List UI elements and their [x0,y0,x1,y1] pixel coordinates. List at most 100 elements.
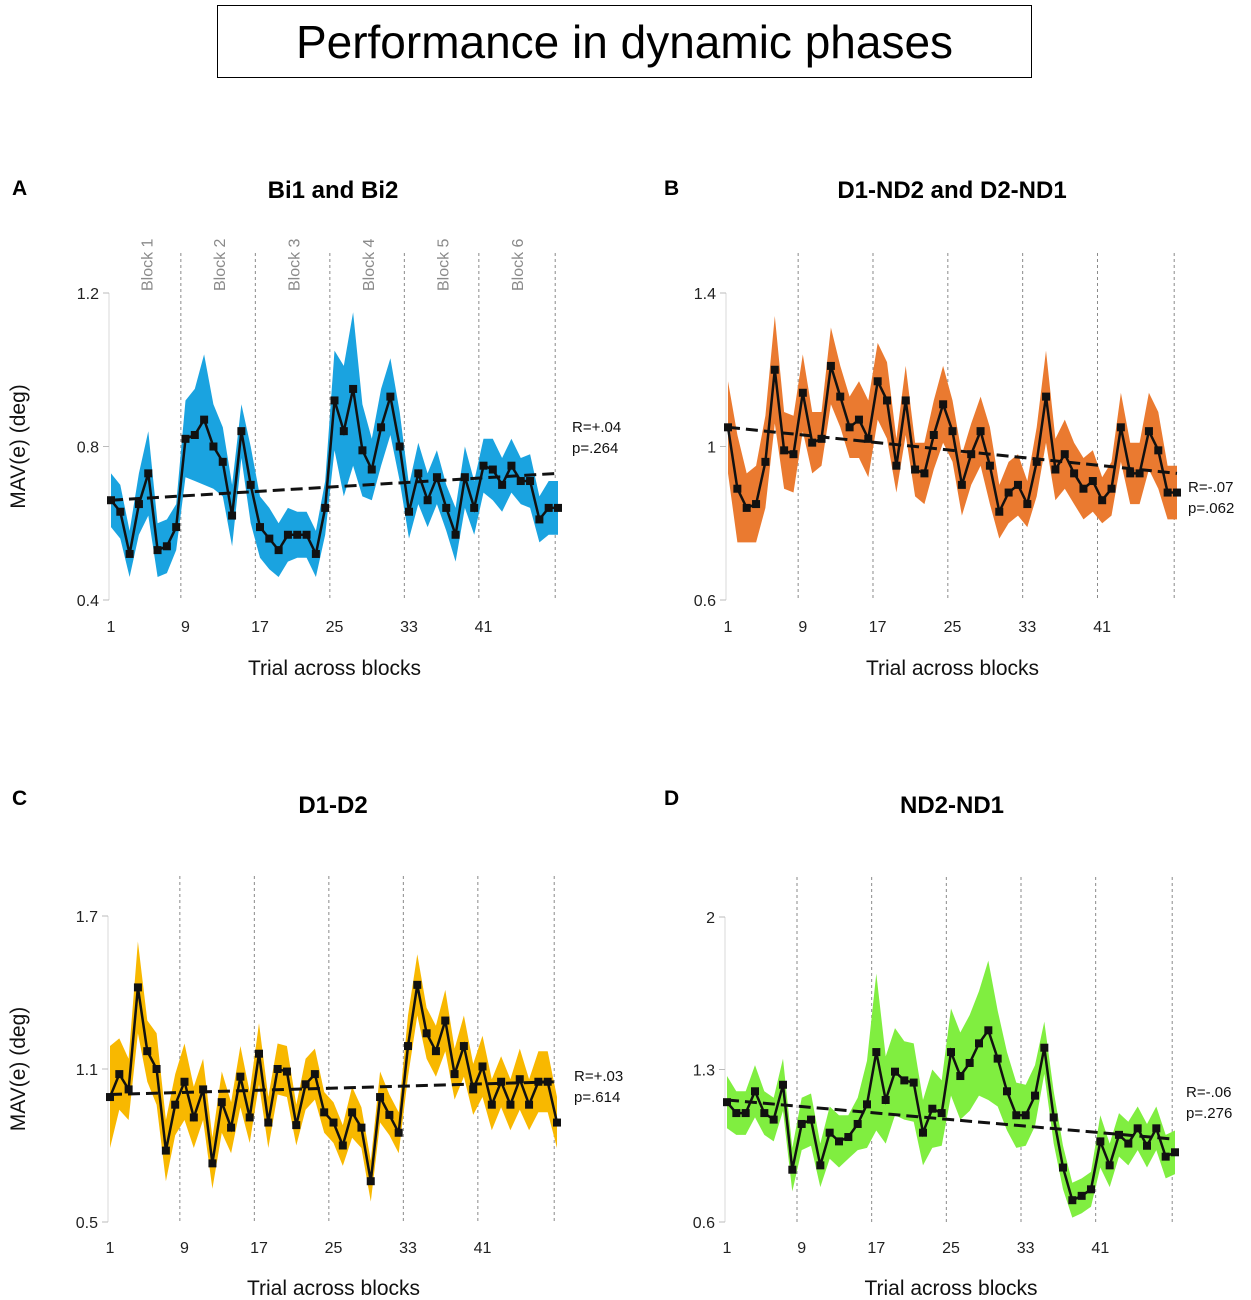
data-point [1163,488,1172,497]
data-point [349,384,358,393]
x-axis-label: Trial across blocks [864,1277,1037,1300]
x-axis-label: Trial across blocks [866,657,1039,680]
data-point [1161,1152,1170,1161]
trend-line [726,1098,1176,1141]
block-label: Block 5 [436,238,453,291]
data-point [742,503,751,512]
data-point [311,549,320,558]
data-point [976,427,985,436]
data-point [1049,1113,1058,1122]
x-tick-label: 25 [942,1240,960,1257]
x-tick-label: 25 [326,619,344,636]
data-point [394,1128,403,1137]
data-point [1135,469,1144,478]
data-point [816,1161,825,1170]
data-point [321,503,330,512]
data-point [133,983,142,992]
data-point [431,1047,440,1056]
data-point [1144,427,1153,436]
block-label: Block 1 [139,238,156,291]
x-tick-label: 17 [251,619,269,636]
panel-c: C D1-D2 0.5 1.1 1.7 1 9 17 25 33 41 Trial across bl… [7,787,623,1300]
x-tick-label: 33 [400,619,418,636]
data-point [208,1159,217,1168]
data-point [920,469,929,478]
data-point [770,365,779,374]
data-point [535,515,544,524]
data-point [525,1100,534,1109]
data-point [993,1054,1002,1063]
error-band [111,312,558,577]
data-point [817,434,826,443]
data-point [1126,469,1135,478]
panel-a: A Bi1 and Bi2 0.4 0.8 1.2 Block 1 Block 2 Block… [7,177,621,680]
data-point [470,503,479,512]
data-point [237,427,246,436]
data-point [883,396,892,405]
x-tick-label: 41 [1091,1240,1109,1257]
data-point [376,1093,385,1102]
data-point [957,480,966,489]
data-point [985,461,994,470]
x-tick-label: 1 [724,619,733,636]
stat-r: R=-.06 [1186,1084,1231,1101]
data-point [516,477,525,486]
data-point [115,1070,124,1079]
data-point [975,1039,983,1048]
data-point [872,1048,881,1057]
data-point [808,438,817,447]
data-point [125,549,134,558]
data-point [366,1177,375,1186]
panel-b: B D1-ND2 and D2-ND1 0.6 1 1.4 1 9 17 25 33 41 Trial… [664,177,1234,680]
data-point [273,1065,282,1073]
data-point [1042,392,1051,401]
data-point [506,1100,515,1109]
data-point [788,1165,797,1174]
block-label: Block 4 [361,238,378,291]
panel-title: ND2-ND1 [900,792,1004,819]
stat-p: p=.276 [1186,1105,1232,1122]
data-point [553,1118,561,1127]
data-point [543,1077,552,1086]
stat-r: R=+.03 [574,1068,623,1085]
data-point [385,1110,394,1119]
data-point [901,396,910,405]
data-point [451,530,460,539]
data-point [255,1049,263,1058]
x-tick-label: 1 [106,1240,115,1257]
data-point [162,542,171,551]
data-point [1173,488,1181,497]
data-point [789,450,798,459]
data-point [836,392,845,401]
data-point [873,377,882,386]
data-point [199,1085,208,1094]
data-point [733,484,742,493]
data-point [1023,500,1032,509]
data-point [479,461,488,470]
panel-letter: B [664,177,679,200]
panel-letter: A [12,177,27,200]
data-point [264,1118,273,1127]
data-point [245,1113,254,1122]
data-point [413,980,422,989]
data-point [348,1108,357,1117]
data-point [171,1100,180,1109]
data-point [928,1104,937,1113]
data-point [478,1062,487,1071]
y-tick-label: 0.6 [693,1215,715,1232]
data-point [881,1096,890,1104]
x-tick-label: 33 [1017,1240,1035,1257]
panel-title: D1-D2 [298,792,367,819]
x-tick-label: 33 [399,1240,417,1257]
data-point [180,1077,189,1086]
data-point [1031,1091,1039,1100]
x-tick-label: 9 [798,619,807,636]
data-point [1105,1161,1114,1170]
data-point [310,1070,319,1079]
data-point [282,1067,291,1076]
data-point [752,500,761,509]
figure-title: Performance in dynamic phases [217,5,1032,78]
stat-r: R=-.07 [1188,479,1233,496]
data-point [292,1121,301,1130]
